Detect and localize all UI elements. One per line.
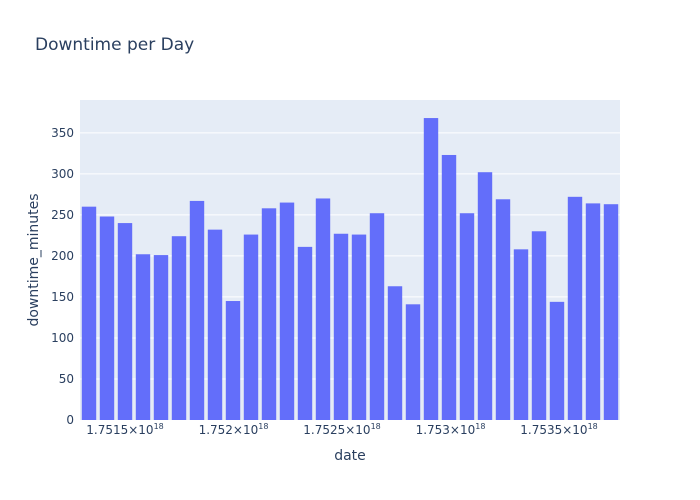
bar [135,254,151,420]
x-tick-label: 1.752×1018 [199,422,269,437]
bar [243,234,259,420]
gridlines [80,132,620,380]
bar [405,304,421,420]
bar [315,198,331,420]
bar [81,206,97,420]
bar [495,199,511,420]
bars [81,118,619,421]
bar [225,301,241,420]
chart-title: Downtime per Day [35,35,194,55]
bar [171,236,187,420]
x-tick-label: 1.753×1018 [416,422,486,437]
bar [279,202,295,420]
bar [153,255,169,420]
x-tick-label: 1.7535×1018 [520,422,598,437]
y-tick-label: 200 [51,249,74,263]
bar [549,301,565,420]
x-tick-label: 1.7515×1018 [86,422,164,437]
bar [441,154,457,420]
y-axis-title: downtime_minutes [26,193,42,326]
x-tick-label: 1.7525×1018 [303,422,381,437]
bar [423,118,439,421]
bar [117,223,133,420]
y-tick-label: 300 [51,167,74,181]
x-axis-title: date [334,448,366,464]
bar [207,229,223,420]
y-tick-label: 0 [66,413,74,427]
bar [459,213,475,420]
bar [297,246,313,420]
bar [477,172,493,420]
bar [351,234,367,420]
bar [189,200,205,420]
bar [513,249,529,420]
y-tick-label: 50 [59,372,74,386]
plot-background [80,100,620,420]
y-tick-labels: 0 50 100 150 200 250 300 350 [51,126,74,427]
bar [531,231,547,420]
bar [261,208,277,420]
y-tick-label: 100 [51,331,74,345]
bar [585,203,601,420]
y-tick-label: 250 [51,208,74,222]
bar [99,216,115,420]
bar [603,204,619,420]
bar [387,286,403,420]
x-tick-labels: 1.7515×1018 1.752×1018 1.7525×1018 1.753×10… [86,422,598,437]
bar [333,233,349,420]
y-tick-label: 150 [51,290,74,304]
bar [369,213,385,420]
y-tick-label: 350 [51,126,74,140]
bar [567,196,583,420]
